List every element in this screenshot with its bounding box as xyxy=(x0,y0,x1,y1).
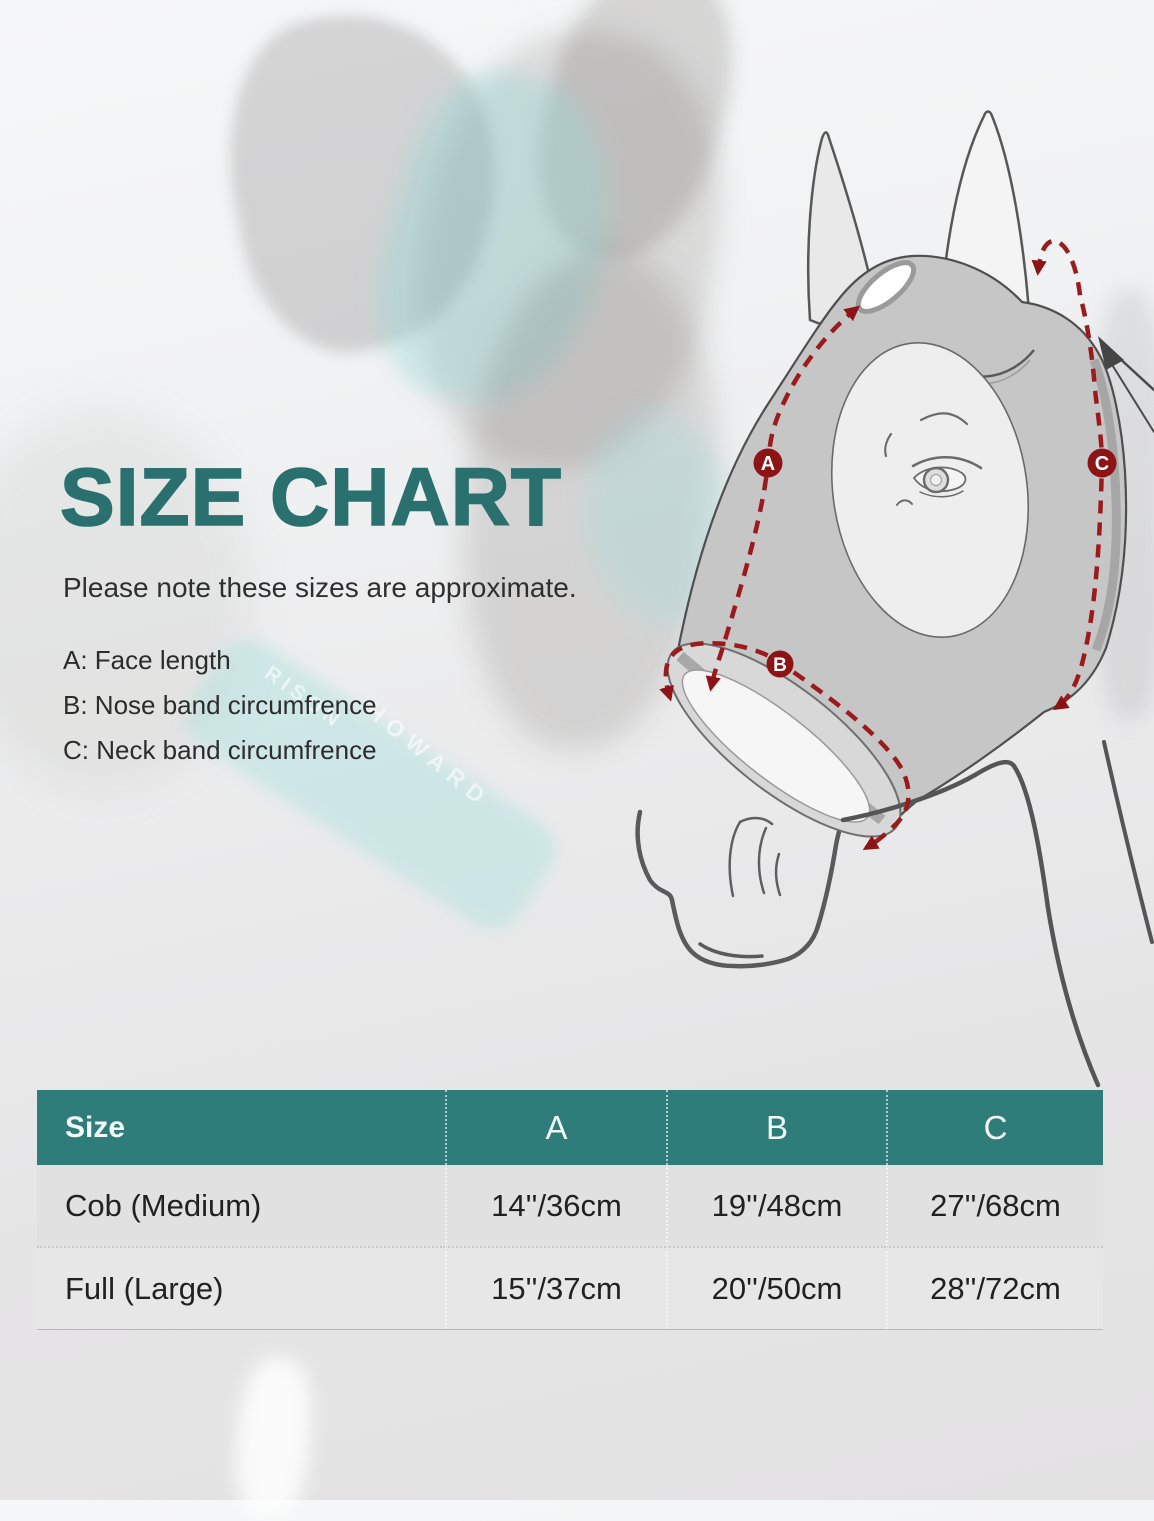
table-cell-size: Cob (Medium) xyxy=(37,1165,445,1246)
marker-a-label: A xyxy=(761,453,775,475)
marker-c-label: C xyxy=(1095,453,1109,475)
marker-b-badge: B xyxy=(766,650,794,678)
table-cell-a: 14''/36cm xyxy=(445,1165,666,1246)
table-cell-a: 15''/37cm xyxy=(445,1246,666,1329)
photo-blur-blob xyxy=(0,410,250,790)
horse-eye-drawing xyxy=(884,412,983,506)
table-header-b: B xyxy=(666,1090,886,1165)
table-cell-size: Full (Large) xyxy=(37,1246,445,1329)
horse-neck-drawing xyxy=(840,740,1154,1088)
table-header-size: Size xyxy=(37,1090,445,1165)
measurement-badges: A B C xyxy=(753,448,1117,678)
horse-muzzle-drawing xyxy=(635,809,848,969)
table-cell-c: 27''/68cm xyxy=(886,1165,1103,1246)
table-cell-b: 19''/48cm xyxy=(666,1165,886,1246)
table-cell-c: 28''/72cm xyxy=(886,1246,1103,1329)
measurement-legend: A: Face length B: Nose band circumfrence… xyxy=(63,638,377,773)
page-subtitle: Please note these sizes are approximate. xyxy=(63,572,577,603)
legend-item-b: B: Nose band circumfrence xyxy=(63,690,377,720)
table-cell-b: 20''/50cm xyxy=(666,1246,886,1329)
marker-a-badge: A xyxy=(753,448,783,478)
measure-c-arrow xyxy=(1031,238,1105,711)
table-header-a: A xyxy=(445,1090,666,1165)
marker-c-badge: C xyxy=(1087,448,1117,478)
size-table: Size A B C Cob (Medium) 14''/36cm 19''/4… xyxy=(37,1090,1103,1330)
marker-b-label: B xyxy=(773,655,787,676)
page-title: SIZE CHART xyxy=(59,452,562,543)
mask-strap-drawing xyxy=(1098,336,1154,433)
legend-item-a: A: Face length xyxy=(63,645,231,675)
legend-item-c: C: Neck band circumfrence xyxy=(63,735,377,765)
neck-band-edge xyxy=(1089,358,1121,652)
measure-b-arrow xyxy=(659,641,911,850)
table-header-c: C xyxy=(886,1090,1103,1165)
